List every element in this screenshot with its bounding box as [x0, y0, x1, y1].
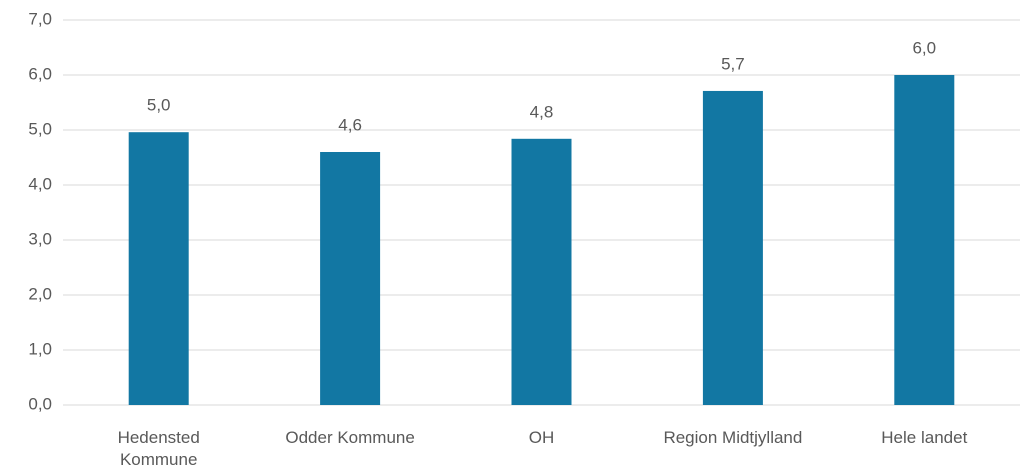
- y-tick-label: 2,0: [28, 284, 52, 303]
- data-label: 4,8: [530, 102, 554, 121]
- y-tick-label: 7,0: [28, 9, 52, 28]
- x-tick-label: Region Midtjylland: [663, 428, 803, 447]
- data-label: 5,0: [147, 96, 171, 115]
- y-tick-label: 4,0: [28, 174, 52, 193]
- data-label: 4,6: [338, 115, 362, 134]
- data-label: 6,0: [912, 38, 936, 57]
- bar: [320, 152, 381, 405]
- bar: [894, 75, 955, 405]
- bar: [702, 90, 763, 405]
- y-tick-label: 0,0: [28, 394, 52, 413]
- data-label: 5,7: [721, 54, 745, 73]
- y-tick-label: 1,0: [28, 339, 52, 358]
- x-tick-label: Hedensted Kommune: [117, 428, 200, 469]
- bar: [511, 138, 572, 406]
- x-tick-label: Odder Kommune: [285, 428, 415, 447]
- y-tick-label: 3,0: [28, 229, 52, 248]
- y-tick-label: 6,0: [28, 64, 52, 83]
- x-tick-label: Hele landet: [881, 428, 968, 447]
- y-tick-label: 5,0: [28, 119, 52, 138]
- x-tick-label: OH: [528, 428, 555, 447]
- bar: [128, 132, 189, 405]
